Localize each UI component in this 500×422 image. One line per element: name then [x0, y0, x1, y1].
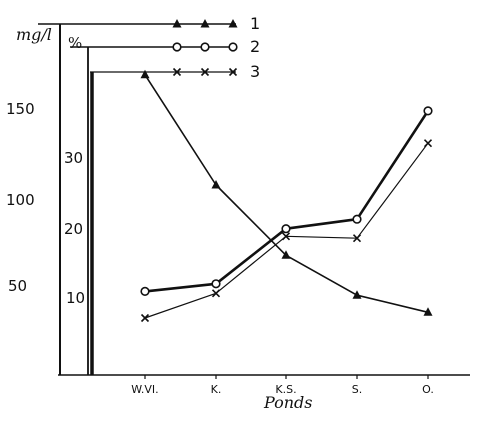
percent-tick-label: 10: [66, 289, 85, 307]
legend-label: 3: [250, 62, 260, 81]
percent-tick-label: 20: [64, 220, 83, 238]
data-point-triangle: [211, 180, 221, 189]
mgl-tick-label: 150: [6, 100, 35, 118]
series-1: [140, 69, 433, 316]
data-point-circle: [211, 279, 221, 289]
data-point-cross: [281, 232, 291, 241]
legend-label: 2: [250, 37, 260, 56]
legend: 1 2 3: [172, 14, 260, 81]
category-label: W.VI.: [131, 383, 158, 396]
series-3: [140, 139, 433, 323]
legend-marker-cross: [172, 67, 182, 77]
category-label: O.: [422, 383, 434, 396]
legend-label: 1: [250, 14, 260, 33]
category-label: K.S.: [275, 383, 296, 396]
category-labels: W.VI. K. K.S. S. O.: [131, 375, 434, 396]
legend-marker-cross: [228, 67, 238, 77]
y-axis-label-percent: %: [68, 34, 82, 52]
series-line: [144, 74, 429, 314]
category-label: S.: [352, 383, 362, 396]
legend-marker-triangle: [228, 19, 238, 28]
series-line: [144, 110, 430, 293]
legend-marker-cross: [200, 67, 210, 77]
data-point-circle: [352, 214, 362, 224]
chart-frame: [38, 23, 470, 376]
data-point-triangle: [140, 69, 150, 79]
data-point-triangle: [423, 307, 433, 316]
series-layer: [140, 69, 433, 323]
legend-marker-triangle: [200, 19, 210, 28]
mgl-tick-label: 100: [6, 191, 35, 209]
data-point-triangle: [281, 250, 291, 259]
data-point-circle: [281, 224, 291, 234]
series-2: [140, 106, 433, 297]
percent-tick-labels: 10 20 30: [64, 149, 85, 307]
x-axis-label: Ponds: [263, 393, 313, 412]
percent-tick-label: 30: [64, 149, 83, 167]
data-point-circle: [423, 106, 433, 116]
data-point-triangle: [352, 290, 362, 299]
data-point-circle: [140, 286, 150, 297]
mgl-tick-label: 50: [8, 277, 27, 295]
legend-marker-circle: [228, 42, 238, 52]
legend-marker-circle: [172, 42, 182, 52]
data-point-cross: [140, 313, 150, 323]
category-label: K.: [211, 383, 222, 396]
y-axis-label-mgl: mg/l: [16, 25, 52, 44]
data-point-cross: [211, 289, 221, 298]
mgl-tick-labels: 50 100 150: [6, 100, 35, 295]
legend-marker-circle: [200, 42, 210, 52]
legend-marker-triangle: [172, 19, 182, 28]
data-point-cross: [352, 234, 362, 243]
data-point-cross: [423, 139, 433, 148]
